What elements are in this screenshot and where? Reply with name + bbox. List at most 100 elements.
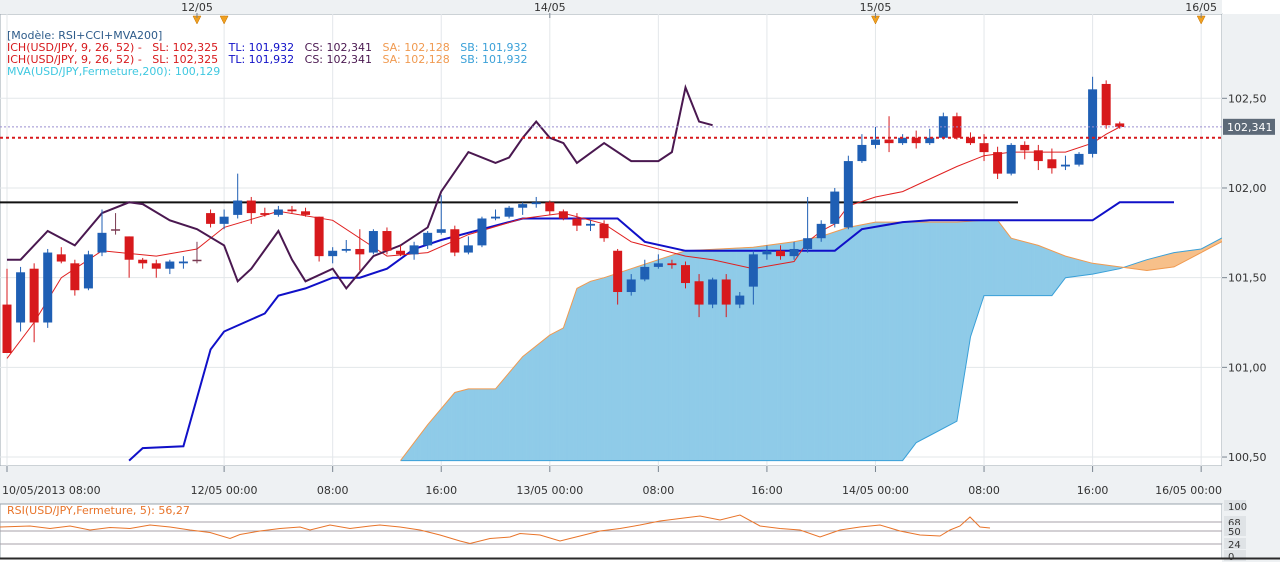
cloud-segment	[923, 222, 926, 439]
candle-body	[613, 251, 622, 292]
cloud-segment	[1143, 260, 1146, 271]
cloud-segment	[974, 221, 977, 327]
cloud-segment	[872, 222, 875, 461]
cloud-segment	[591, 280, 594, 460]
cloud-segment	[638, 265, 641, 460]
cloud-segment	[560, 328, 563, 461]
cloud-segment	[981, 220, 984, 306]
cloud-segment	[621, 271, 624, 461]
cloud-segment	[1032, 244, 1035, 296]
cloud-segment	[1154, 257, 1157, 270]
cloud-segment	[462, 390, 465, 461]
cloud-segment	[496, 385, 499, 461]
cloud-segment	[557, 330, 560, 461]
cloud-segment	[777, 244, 780, 461]
cloud-segment	[499, 381, 502, 461]
cloud-segment	[458, 391, 461, 461]
candle-body	[328, 251, 337, 256]
price-axis	[1222, 14, 1280, 466]
cloud-segment	[1052, 251, 1055, 296]
cloud-segment	[641, 264, 644, 460]
candle-body	[627, 279, 636, 292]
cloud-segment	[791, 242, 794, 461]
cloud-segment	[818, 236, 821, 460]
candle-body	[586, 224, 595, 226]
cloud-segment	[869, 223, 872, 461]
cloud-segment	[614, 273, 617, 460]
cloud-segment	[529, 349, 532, 461]
cloud-segment	[970, 221, 973, 337]
top-date-label: 15/05	[860, 1, 892, 14]
cloud-segment	[482, 389, 485, 461]
candle-body	[301, 211, 310, 215]
candle-body	[1075, 154, 1084, 165]
cloud-segment	[655, 260, 658, 461]
cloud-segment	[743, 248, 746, 461]
candle-body	[16, 272, 25, 322]
cloud-segment	[1147, 259, 1150, 271]
cloud-segment	[577, 287, 580, 461]
price-tick-label: 101,50	[1228, 272, 1267, 285]
cloud-segment	[445, 401, 448, 461]
cloud-segment	[930, 222, 933, 435]
cloud-segment	[984, 220, 987, 295]
candle-body	[803, 238, 812, 249]
cloud-segment	[1038, 245, 1041, 295]
cloud-segment	[479, 389, 482, 461]
cloud-segment	[838, 230, 841, 461]
cloud-segment	[1048, 249, 1051, 295]
cloud-segment	[1001, 225, 1004, 296]
rsi-title: RSI(USD/JPY,Fermeture, 5): 56,27	[7, 504, 190, 517]
candle-body	[1102, 84, 1111, 125]
cloud-segment	[1065, 256, 1068, 278]
cloud-segment	[821, 235, 824, 460]
cloud-segment	[1021, 241, 1024, 296]
cloud-segment	[465, 389, 468, 461]
cloud-segment	[669, 255, 672, 460]
cloud-segment	[1055, 252, 1058, 291]
candle-body	[640, 267, 649, 280]
candle-body	[84, 254, 93, 288]
cloud-segment	[842, 229, 845, 461]
cloud-segment	[455, 392, 458, 461]
candle-body	[681, 265, 690, 283]
cloud-segment	[899, 222, 902, 461]
cloud-segment	[665, 256, 668, 460]
cloud-segment	[658, 259, 661, 461]
cloud-segment	[472, 389, 475, 461]
candle-body	[518, 204, 527, 208]
cloud-segment	[875, 222, 878, 461]
cloud-segment	[774, 244, 777, 461]
cloud-segment	[794, 241, 797, 460]
cloud-segment	[1008, 234, 1011, 296]
candle-body	[450, 229, 459, 252]
candle-body	[491, 217, 500, 219]
cloud-segment	[441, 405, 444, 461]
candle-body	[342, 249, 351, 251]
candle-body	[369, 231, 378, 253]
cloud-segment	[434, 413, 437, 461]
cloud-segment	[1082, 261, 1085, 276]
candle-body	[545, 202, 554, 211]
candle-body	[654, 263, 663, 267]
candle-body	[1020, 145, 1029, 150]
cloud-segment	[736, 248, 739, 461]
cloud-segment	[536, 343, 539, 460]
cloud-segment	[1167, 253, 1170, 267]
cloud-segment	[597, 279, 600, 461]
cloud-segment	[424, 425, 427, 461]
cloud-segment	[889, 222, 892, 461]
cloud-segment	[645, 263, 648, 461]
cloud-segment	[523, 354, 526, 461]
cloud-segment	[1042, 247, 1045, 296]
cloud-segment	[760, 246, 763, 461]
cloud-segment	[1174, 252, 1177, 267]
cloud-segment	[421, 429, 424, 460]
cloud-segment	[845, 227, 848, 460]
cloud-segment	[764, 245, 767, 460]
candle-body	[993, 152, 1002, 174]
candle-body	[70, 263, 79, 290]
candle-body	[423, 233, 432, 246]
cloud-segment	[448, 396, 451, 460]
